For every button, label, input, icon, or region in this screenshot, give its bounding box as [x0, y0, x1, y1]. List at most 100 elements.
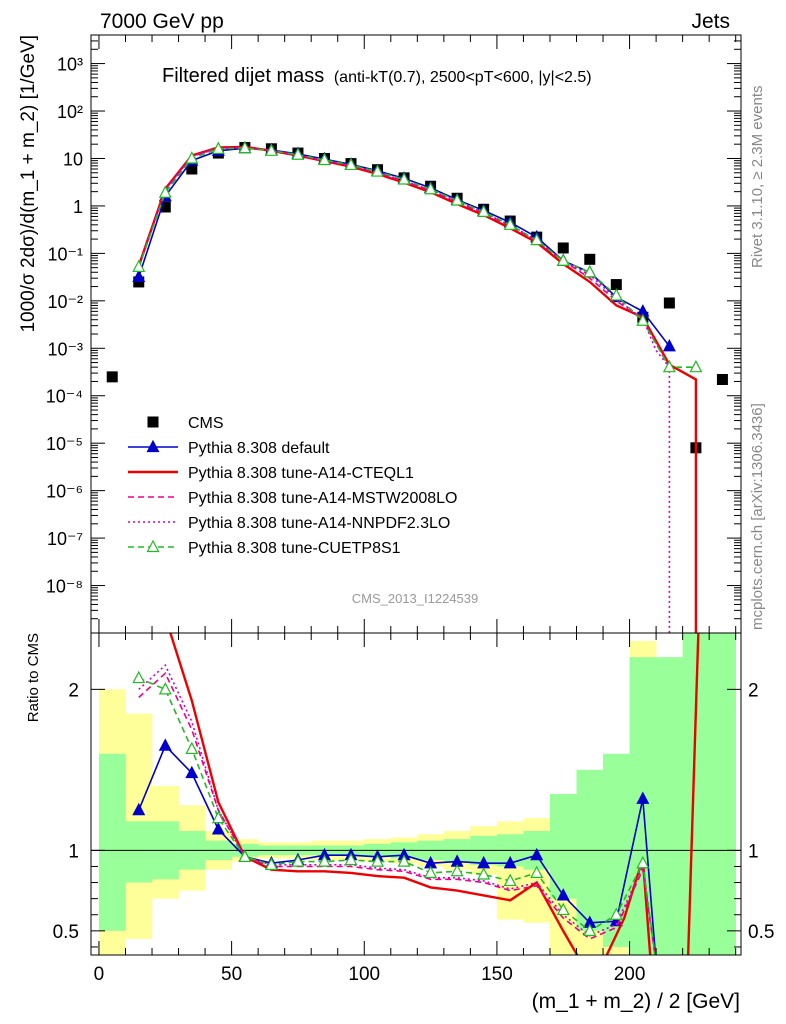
legend-marker-cms [147, 416, 159, 428]
ratio-point-pythia-8-308-tune-cuetp8s1 [450, 863, 464, 877]
ratio-point-pythia-8-308-tune-cuetp8s1 [424, 865, 438, 878]
ratio-y-tick-label-right: 0.5 [748, 922, 774, 943]
main-y-tick-label: 10 [63, 149, 83, 169]
main-point-pythia-8-308-tune-cuetp8s1 [158, 185, 172, 198]
ratio-band-inner [549, 794, 577, 899]
main-line-pythia-8-308-tune-a14-cteql1 [137, 145, 698, 633]
ratio-panel: 0 50 100 150 200 0.5 0.5 1 1 2 2 Ratio to CMS (m_1… [25, 632, 774, 1013]
x-tick-label: 200 [614, 964, 646, 985]
main-point-pythia-8-308-tune-cuetp8s1 [317, 152, 331, 166]
ratio-point-pythia-8-308-tune-cuetp8s1 [530, 865, 544, 878]
main-point-pythia-8-308-tune-cuetp8s1 [264, 143, 278, 156]
ratio-line-pythia-8-308-tune-a14-mstw2008lo [138, 671, 656, 955]
main-line-pythia-8-308-tune-a14-nnpdf2-3lo [138, 146, 671, 633]
x-tick-label: 50 [221, 964, 242, 985]
ratio-point-pythia-8-308-tune-cuetp8s1 [264, 857, 278, 870]
main-point-pythia-8-308-tune-cuetp8s1 [530, 232, 544, 246]
ratio-point-pythia-8-308-default [530, 847, 544, 861]
main-point-cms [186, 163, 198, 175]
ratio-y-tick-label-left: 1 [68, 841, 79, 862]
energy-label: 7000 GeV pp [100, 10, 224, 33]
analysis-label: CMS_2013_I1224539 [352, 591, 479, 606]
main-point-cms [716, 373, 728, 385]
main-y-tick-label: 10⁻⁶ [46, 482, 83, 502]
ratio-point-pythia-8-308-tune-cuetp8s1 [371, 854, 385, 867]
main-y-tick-label: 10⁻⁴ [46, 387, 83, 407]
ratio-band-inner [125, 821, 153, 883]
ratio-frame [90, 632, 742, 956]
ratio-band-inner [656, 657, 683, 955]
ratio-point-pythia-8-308-tune-cuetp8s1 [556, 902, 570, 916]
main-point-pythia-8-308-tune-cuetp8s1 [371, 164, 385, 177]
ratio-y-tick-label-left: 2 [68, 680, 79, 701]
legend-label-pythia-8-308-tune-cuetp8s1: Pythia 8.308 tune-CUETP8S1 [188, 540, 401, 557]
rivet-label: Rivet 3.1.10, ≥ 2.3M events [749, 86, 766, 269]
ratio-band-inner [709, 633, 736, 955]
main-y-tick-label: 10⁻³ [47, 339, 83, 359]
main-point-cms [584, 253, 596, 265]
main-point-pythia-8-308-tune-cuetp8s1 [503, 217, 517, 230]
main-y-axis-label: 1000/σ 2dσ)/d(m_1 + m_2) [1/GeV] [18, 35, 39, 333]
ratio-point-pythia-8-308-tune-cuetp8s1 [238, 849, 252, 862]
main-point-pythia-8-308-tune-cuetp8s1 [291, 147, 305, 160]
ratio-y-axis-label: Ratio to CMS [25, 633, 42, 722]
main-point-pythia-8-308-tune-cuetp8s1 [583, 264, 597, 278]
ratio-point-pythia-8-308-tune-cuetp8s1 [317, 854, 331, 867]
legend-marker-pythia-8-308-default [146, 439, 160, 453]
main-point-pythia-8-308-tune-cuetp8s1 [609, 288, 623, 301]
legend-marker-pythia-8-308-tune-cuetp8s1 [146, 539, 160, 553]
ratio-band-inner [98, 753, 126, 931]
ratio-point-pythia-8-308-default [132, 802, 146, 816]
ratio-point-pythia-8-308-tune-cuetp8s1 [397, 854, 411, 867]
main-y-tick-label: 10⁻⁵ [46, 434, 83, 454]
main-y-tick-label: 10⁻⁷ [47, 529, 83, 549]
ratio-point-pythia-8-308-tune-cuetp8s1 [609, 907, 623, 920]
ratio-point-pythia-8-308-default [503, 855, 517, 869]
main-point-cms [557, 242, 569, 254]
main-point-pythia-8-308-default [662, 339, 676, 352]
ratio-point-pythia-8-308-tune-cuetp8s1 [477, 867, 491, 880]
main-y-tick-label: 10⁻¹ [47, 244, 83, 264]
x-axis-label: (m_1 + m_2) / 2 [GeV] [532, 990, 740, 1013]
main-y-tick-label: 10² [57, 102, 83, 122]
ratio-point-pythia-8-308-tune-cuetp8s1 [132, 670, 146, 684]
ratio-line-pythia-8-308-tune-a14-nnpdf2-3lo [138, 663, 656, 955]
legend-label-pythia-8-308-tune-a14-mstw2008lo: Pythia 8.308 tune-A14-MSTW2008LO [188, 490, 457, 507]
ratio-point-pythia-8-308-default [158, 738, 172, 751]
ratio-point-pythia-8-308-tune-cuetp8s1 [291, 854, 305, 867]
ratio-point-pythia-8-308-tune-cuetp8s1 [503, 873, 517, 887]
ratio-point-pythia-8-308-tune-cuetp8s1 [211, 810, 225, 824]
main-point-pythia-8-308-tune-cuetp8s1 [556, 253, 570, 266]
main-point-cms [610, 279, 622, 291]
ratio-point-pythia-8-308-tune-cuetp8s1 [636, 855, 650, 869]
legend-label-pythia-8-308-default: Pythia 8.308 default [188, 440, 330, 457]
category-label: Jets [691, 10, 730, 33]
ratio-point-pythia-8-308-tune-cuetp8s1 [158, 682, 172, 695]
ratio-point-pythia-8-308-tune-cuetp8s1 [583, 923, 597, 936]
x-tick-label: 0 [94, 964, 105, 985]
main-point-pythia-8-308-tune-cuetp8s1 [211, 141, 225, 154]
ratio-point-pythia-8-308-default [185, 765, 199, 779]
legend: CMS Pythia 8.308 default Pythia 8.308 tune… [128, 415, 457, 557]
main-point-pythia-8-308-default [132, 269, 146, 282]
main-point-pythia-8-308-tune-cuetp8s1 [238, 140, 252, 154]
main-point-pythia-8-308-tune-cuetp8s1 [662, 359, 676, 373]
x-tick-label: 150 [481, 964, 513, 985]
main-panel: 10⁻⁸ 10⁻⁷ 10⁻⁶ 10⁻⁵ 10⁻⁴ 10⁻³ 10⁻² 10⁻¹ 1 10 10² 10… [18, 34, 742, 634]
main-point-pythia-8-308-tune-cuetp8s1 [450, 193, 464, 206]
main-y-tick-label: 10⁻⁸ [46, 577, 83, 597]
ratio-point-pythia-8-308-default [556, 888, 570, 901]
main-point-cms [663, 297, 675, 309]
mcplots-label: mcplots.cern.ch [arXiv:1306.3436] [749, 403, 766, 630]
ratio-point-pythia-8-308-default [211, 822, 225, 835]
x-tick-label: 100 [348, 964, 380, 985]
main-point-pythia-8-308-tune-cuetp8s1 [424, 181, 438, 195]
main-point-pythia-8-308-tune-cuetp8s1 [477, 204, 491, 217]
ratio-point-pythia-8-308-tune-cuetp8s1 [344, 852, 358, 866]
ratio-point-pythia-8-308-tune-cuetp8s1 [185, 741, 199, 755]
main-point-pythia-8-308-tune-cuetp8s1 [344, 157, 358, 171]
main-point-cms [106, 371, 118, 383]
ratio-point-pythia-8-308-default [636, 791, 650, 804]
main-point-pythia-8-308-tune-cuetp8s1 [397, 172, 411, 185]
